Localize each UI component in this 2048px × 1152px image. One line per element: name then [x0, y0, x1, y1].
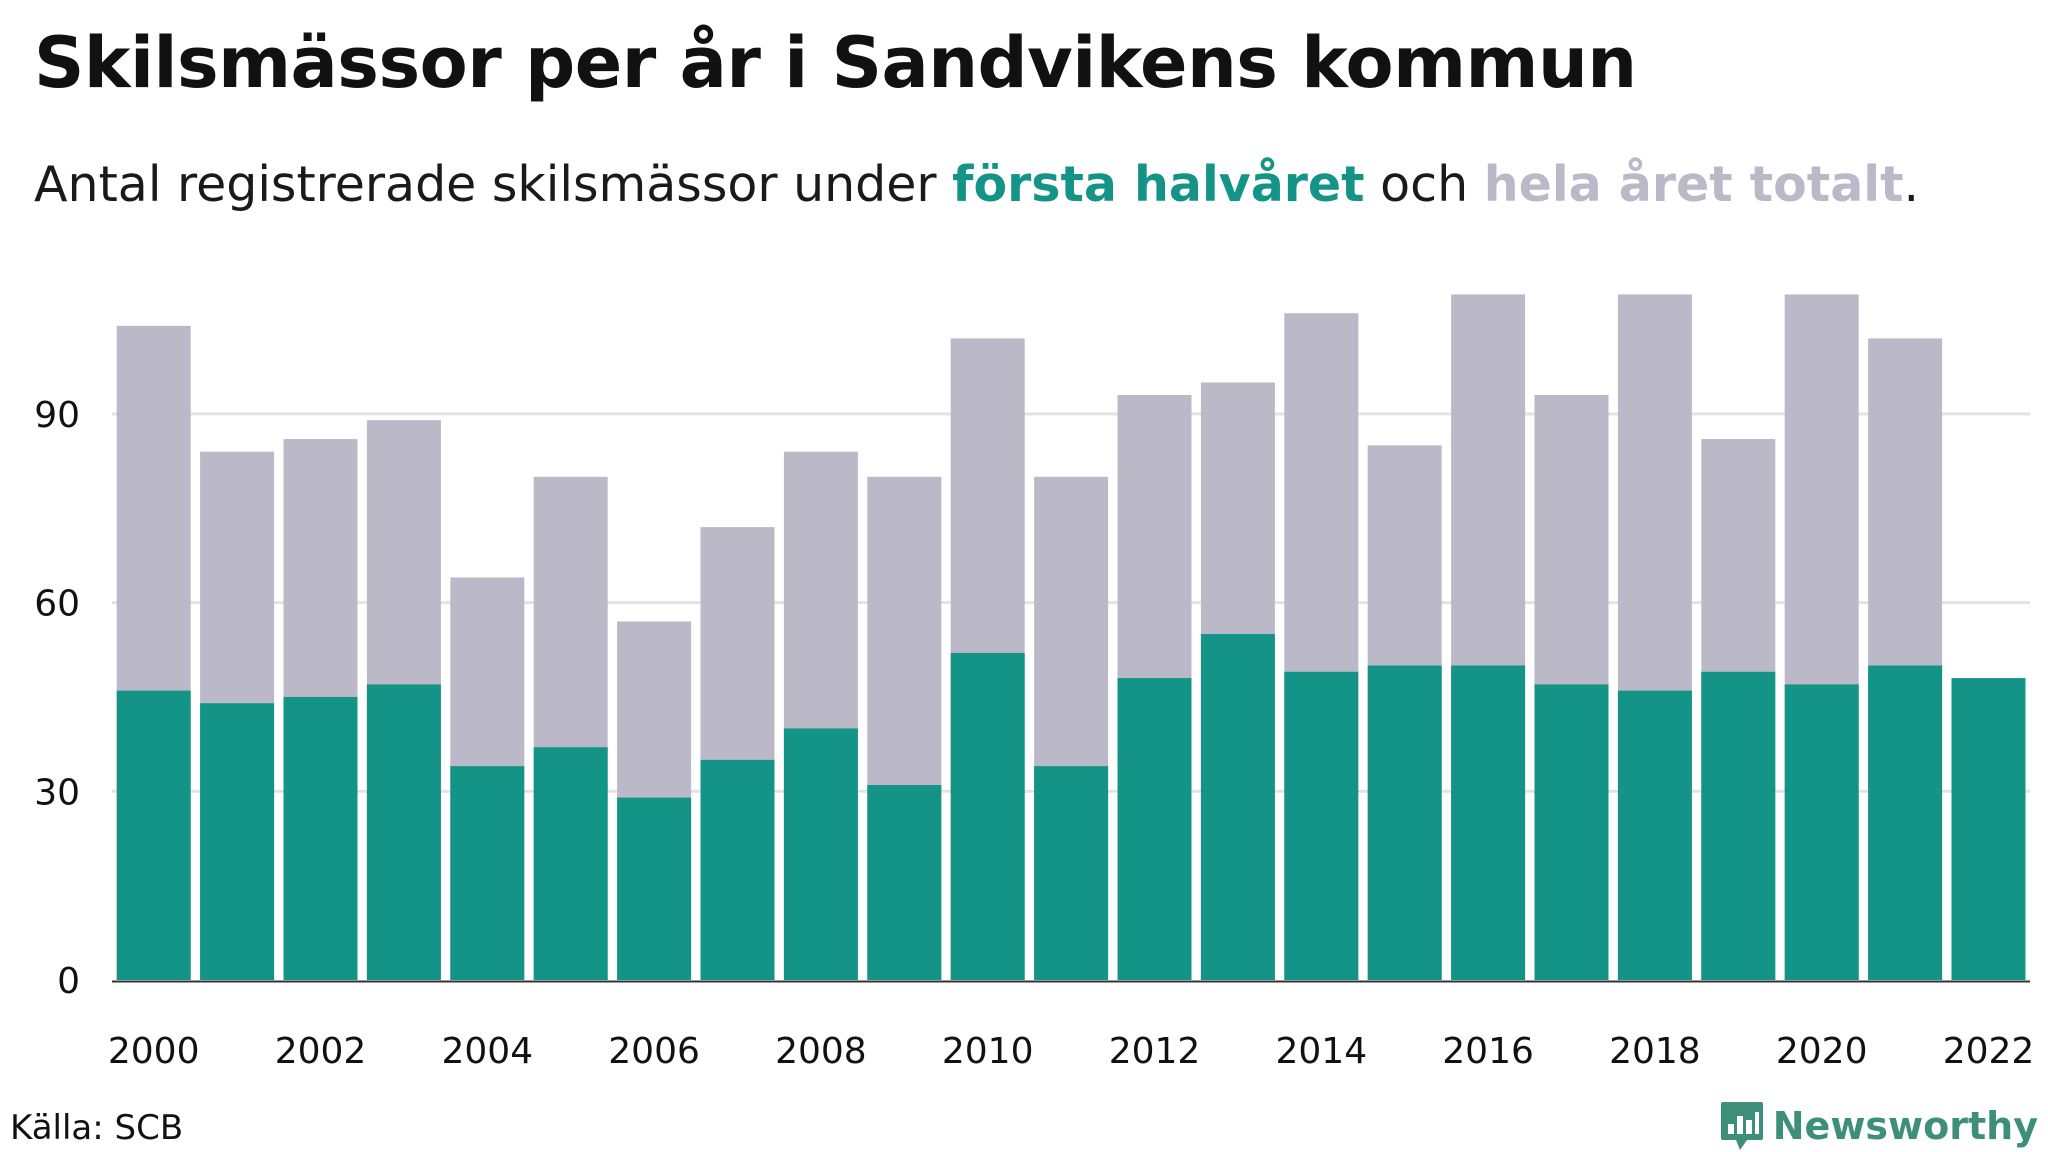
x-tick-label: 2010 [942, 1031, 1034, 1072]
bar-first-half-2013 [1200, 634, 1275, 980]
bar-first-half-2016 [1451, 665, 1526, 980]
bar-first-half-2006 [617, 797, 692, 980]
bar-first-half-2001 [200, 703, 275, 980]
bar-first-half-2020 [1784, 684, 1859, 980]
source-note: Källa: SCB [10, 1108, 184, 1148]
x-tick-label: 2016 [1442, 1031, 1534, 1072]
subtitle-middle: och [1364, 156, 1484, 213]
chart-subtitle: Antal registrerade skilsmässor under för… [34, 156, 1919, 213]
x-tick-label: 2022 [1943, 1031, 2035, 1072]
y-tick-label: 30 [34, 772, 80, 813]
bar-first-half-2008 [783, 728, 858, 980]
chart-title: Skilsmässor per år i Sandvikens kommun [34, 22, 1637, 104]
bar-first-half-2011 [1034, 766, 1109, 980]
x-tick-label: 2002 [275, 1031, 367, 1072]
x-tick-label: 2012 [1109, 1031, 1201, 1072]
bar-first-half-2014 [1284, 671, 1359, 980]
bar-first-half-2004 [450, 766, 525, 980]
x-tick-label: 2014 [1275, 1031, 1367, 1072]
y-axis: 0 30 60 90 [34, 395, 80, 1002]
bar-first-half-2019 [1701, 671, 1776, 980]
bar-first-half-2007 [700, 759, 775, 980]
x-axis: 2000 2002 2004 2006 2008 2010 2012 2014 2016 2018… [108, 1031, 2034, 1072]
brand-logo: Newsworthy [1719, 1100, 2038, 1152]
y-tick-label: 60 [34, 584, 80, 625]
bar-first-half-2009 [867, 785, 942, 980]
x-tick-label: 2004 [441, 1031, 533, 1072]
subtitle-total-legend: hela året totalt [1483, 156, 1904, 213]
x-tick-label: 2006 [608, 1031, 700, 1072]
subtitle-prefix: Antal registrerade skilsmässor under [34, 156, 953, 213]
bar-first-half-2018 [1617, 690, 1692, 980]
bar-first-half-2003 [366, 684, 441, 980]
x-tick-label: 2018 [1609, 1031, 1701, 1072]
bar-first-half-2005 [533, 747, 608, 980]
bar-first-half-2000 [116, 690, 191, 980]
bar-first-half-2017 [1534, 684, 1609, 980]
x-tick-label: 2000 [108, 1031, 200, 1072]
newsworthy-icon [1720, 1102, 1763, 1150]
bar-first-half-2002 [283, 696, 358, 980]
brand-name: Newsworthy [1772, 1104, 2038, 1148]
subtitle-first-half-legend: första halvåret [952, 156, 1365, 213]
bar-first-half-2022 [1951, 678, 2026, 980]
bar-first-half-2010 [950, 652, 1025, 980]
subtitle-suffix: . [1903, 156, 1920, 213]
x-tick-label: 2008 [775, 1031, 867, 1072]
x-tick-label: 2020 [1776, 1031, 1868, 1072]
bar-first-half-2012 [1117, 678, 1192, 980]
y-tick-label: 90 [34, 395, 80, 436]
bars-first-half-series [116, 634, 2026, 980]
y-tick-label: 0 [57, 961, 80, 1002]
bar-first-half-2015 [1367, 665, 1442, 980]
bar-first-half-2021 [1868, 665, 1943, 980]
